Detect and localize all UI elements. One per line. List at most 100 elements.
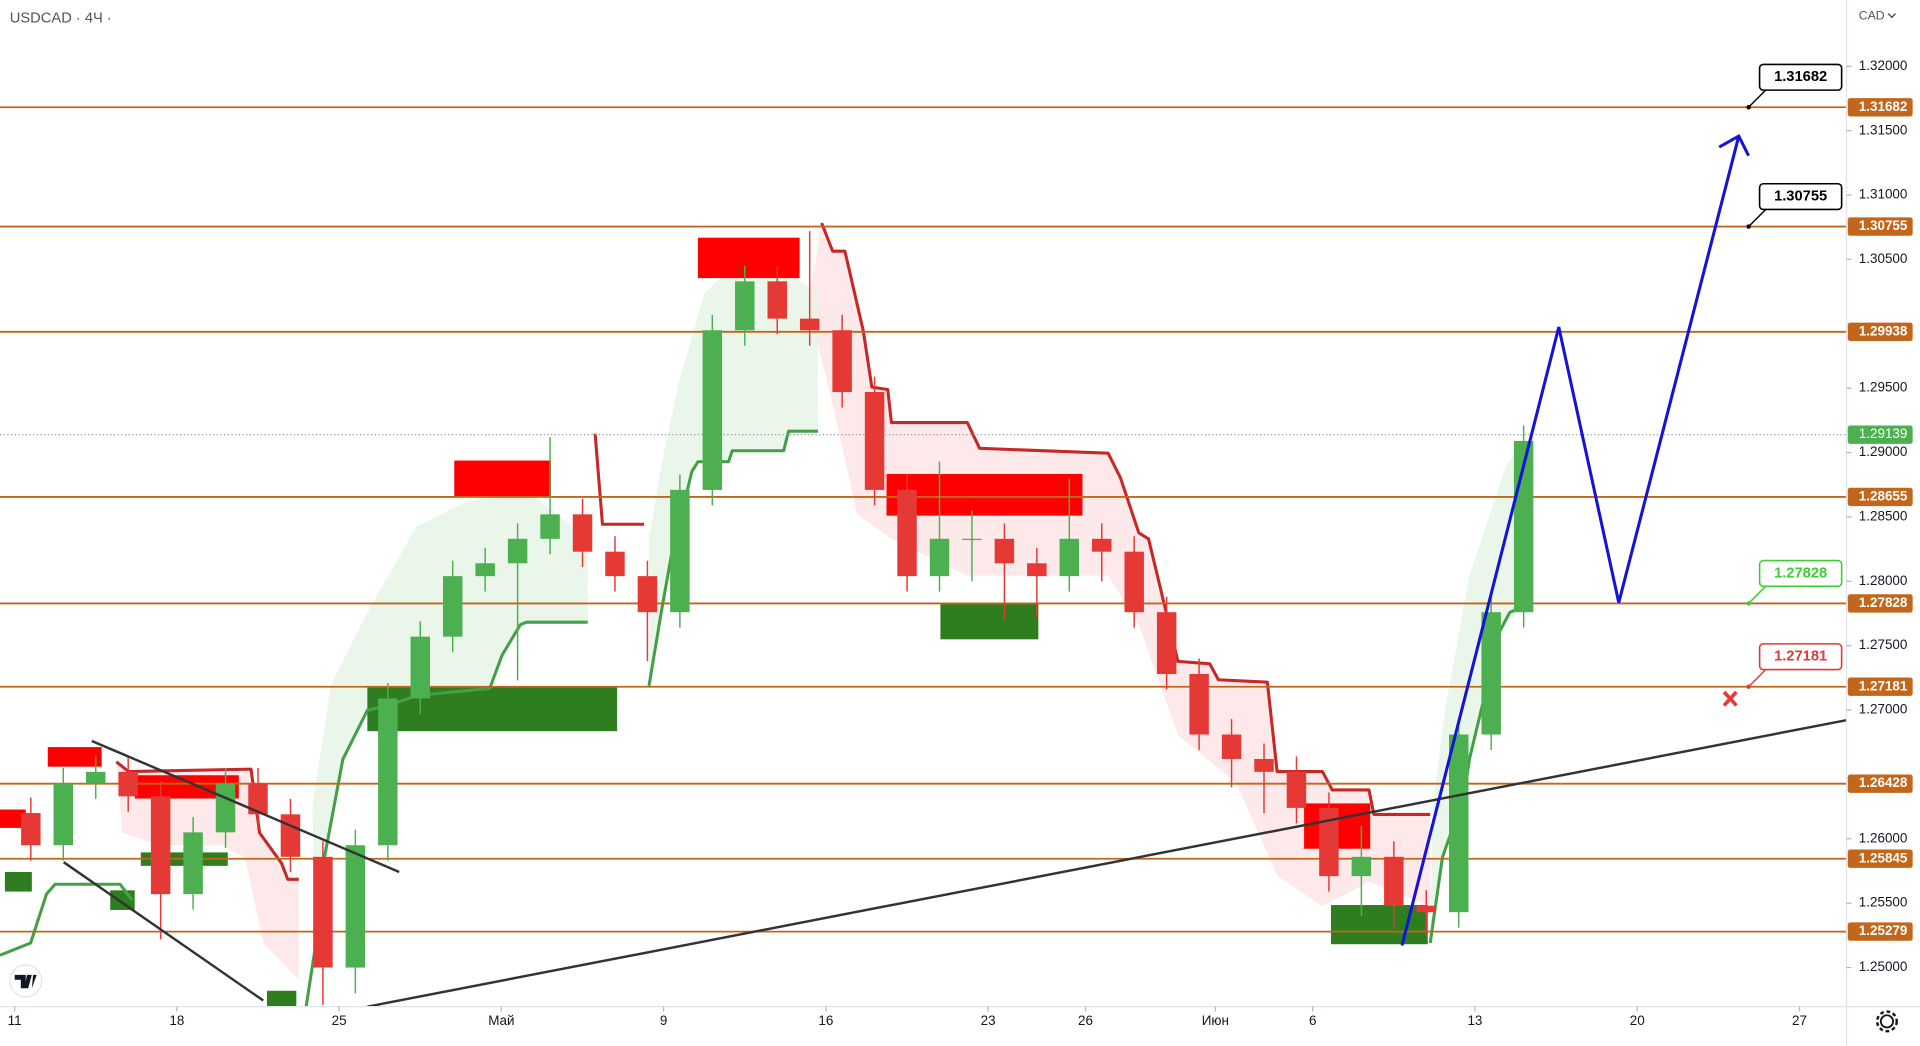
y-tick-label: 1.28500 [1859, 508, 1908, 523]
candle-body [1059, 538, 1080, 577]
candle-body [442, 576, 463, 637]
callout-label: 1.27828 [1774, 565, 1827, 581]
x-tick-label: 20 [1630, 1013, 1645, 1028]
stop-marker [1722, 690, 1738, 707]
callout-anchor [1746, 105, 1751, 110]
level-label: 1.28655 [1859, 489, 1908, 504]
level-label: 1.25845 [1859, 850, 1908, 865]
x-tick-label: 16 [818, 1013, 833, 1028]
candle-body [1221, 734, 1242, 759]
candle-body [118, 771, 138, 797]
callout-label: 1.27181 [1774, 649, 1827, 665]
y-tick-label: 1.28000 [1859, 573, 1908, 588]
y-tick-label: 1.32000 [1859, 58, 1908, 73]
candle-body [183, 832, 203, 895]
x-tick-label: 23 [981, 1013, 996, 1028]
stop-marker-stroke [1722, 690, 1738, 707]
tv-logo [9, 964, 43, 998]
axes-layer: 1.32000 1.31500 1.31000 1.30500 1.29500 1.290… [8, 58, 1913, 1028]
callout-box [1758, 559, 1843, 588]
candle-body [637, 576, 658, 613]
supply-zone [697, 237, 800, 279]
candle-body [994, 538, 1015, 564]
candle-body [735, 281, 755, 331]
x-tick-label: 26 [1078, 1013, 1093, 1028]
candle-body [540, 514, 560, 539]
callout-anchor [1746, 601, 1751, 606]
candle-body [1319, 807, 1339, 877]
candle-body [1351, 856, 1372, 877]
y-tick-label: 1.26000 [1859, 830, 1908, 845]
candle-body [897, 489, 917, 577]
callout-box [1758, 643, 1843, 671]
candle-body [832, 330, 852, 393]
level-label: 1.31682 [1859, 99, 1908, 114]
callout-pointer [1748, 89, 1767, 108]
level-label: 1.27828 [1859, 595, 1908, 610]
candle-body [1416, 905, 1437, 913]
level-label: 1.29938 [1859, 323, 1908, 338]
candle-body [1254, 758, 1274, 772]
callout-label: 1.30755 [1774, 188, 1827, 204]
x-tick-label: 27 [1792, 1013, 1807, 1028]
level-tag [1847, 774, 1913, 793]
candle-body [1448, 734, 1469, 913]
candle-body [248, 783, 268, 815]
uptrend-fill [648, 263, 818, 686]
callout-box [1758, 182, 1843, 211]
current-price-label: 1.29139 [1859, 426, 1908, 441]
callout-anchor [1746, 224, 1751, 229]
level-tag [1847, 922, 1913, 941]
candle-body [702, 330, 723, 490]
level-tag [1847, 849, 1913, 868]
candle-body [475, 563, 495, 577]
drawings [62, 133, 1847, 1007]
candle-body [85, 771, 106, 784]
candle-body [864, 392, 885, 490]
y-tick-label: 1.29000 [1859, 444, 1908, 459]
x-tick-label: 18 [169, 1013, 184, 1028]
candle-body [1124, 551, 1144, 613]
level-tag [1847, 487, 1913, 507]
indicator-down-line [820, 222, 1431, 816]
callout-pointer [1748, 669, 1767, 688]
projection-arrowhead [1718, 133, 1750, 157]
candle-body [670, 489, 690, 613]
candle-body [1092, 538, 1112, 552]
level-label: 1.26428 [1859, 775, 1908, 790]
trend-line [91, 739, 400, 874]
indicator-up-line [0, 882, 134, 957]
y-tick-label: 1.25500 [1859, 895, 1908, 910]
currency-label[interactable]: CAD [1859, 8, 1885, 22]
candle-body [410, 636, 430, 699]
settings-button[interactable] [1875, 1010, 1898, 1033]
callout-pointer [1748, 585, 1767, 604]
currency-chevron[interactable] [1887, 13, 1897, 19]
level-label: 1.30755 [1859, 218, 1908, 233]
settings-gear[interactable] [1879, 1014, 1894, 1029]
x-tick-label: Май [488, 1013, 514, 1028]
level-tag [1847, 98, 1913, 117]
y-tick-label: 1.27500 [1859, 637, 1908, 652]
y-tick-label: 1.25000 [1859, 959, 1908, 974]
settings-teeth[interactable] [1875, 1010, 1898, 1033]
candle-body [215, 783, 236, 833]
callout-anchor [1746, 684, 1751, 689]
candle-body [1286, 771, 1307, 808]
candle-body [345, 845, 366, 968]
demand-zone [266, 990, 297, 1007]
candle-body [313, 856, 333, 968]
level-tag [1847, 594, 1913, 613]
level-tag [1847, 322, 1913, 341]
indicator-down-line [593, 433, 645, 526]
x-tick-label: 25 [332, 1013, 347, 1028]
level-label: 1.25279 [1859, 923, 1908, 938]
supply-zone [454, 460, 552, 497]
candle-body [507, 538, 528, 564]
y-tick-label: 1.31500 [1859, 122, 1908, 137]
callout-box [1758, 63, 1843, 91]
supply-zone [47, 747, 102, 767]
callout-label: 1.31682 [1774, 69, 1827, 85]
x-tick-label: 6 [1309, 1013, 1316, 1028]
candle-body [21, 813, 41, 846]
